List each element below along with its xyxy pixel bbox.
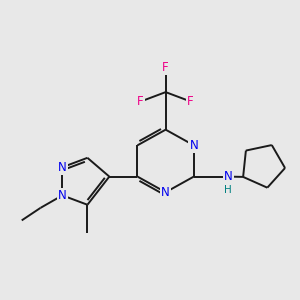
Text: N: N bbox=[58, 161, 67, 174]
Text: F: F bbox=[137, 95, 144, 108]
Text: F: F bbox=[162, 61, 169, 74]
Text: F: F bbox=[188, 95, 194, 108]
Text: N: N bbox=[224, 170, 233, 183]
Text: H: H bbox=[224, 185, 232, 195]
Text: N: N bbox=[161, 186, 170, 199]
Text: N: N bbox=[58, 189, 67, 202]
Text: N: N bbox=[189, 139, 198, 152]
